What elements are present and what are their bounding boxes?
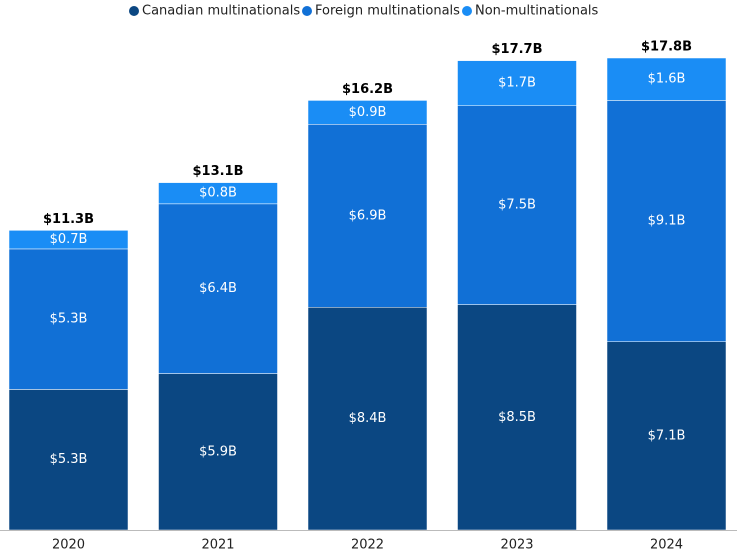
data-label: $7.5B bbox=[498, 198, 536, 213]
bar-segment bbox=[307, 307, 428, 531]
bar-segment bbox=[307, 100, 428, 125]
data-label: $0.9B bbox=[349, 105, 387, 120]
data-label: $9.1B bbox=[648, 214, 686, 229]
x-tick-label: 2021 bbox=[201, 538, 234, 553]
data-label: $0.8B bbox=[199, 186, 237, 201]
total-label: $11.3B bbox=[43, 212, 94, 227]
total-label: $13.1B bbox=[192, 164, 243, 179]
data-label: $6.4B bbox=[199, 281, 237, 296]
bar-segment bbox=[158, 182, 278, 205]
data-label: $5.3B bbox=[50, 452, 88, 467]
total-label: $17.8B bbox=[641, 40, 692, 55]
data-label: $8.5B bbox=[498, 410, 536, 425]
x-tick-label: 2023 bbox=[500, 538, 533, 553]
bar-segment bbox=[606, 100, 727, 342]
total-label: $17.7B bbox=[491, 42, 542, 57]
bar-segment bbox=[457, 60, 577, 106]
bar-segment bbox=[8, 389, 129, 531]
data-label: $1.6B bbox=[648, 72, 686, 87]
total-label: $16.2B bbox=[342, 82, 393, 97]
x-tick-label: 2020 bbox=[52, 538, 85, 553]
x-tick-label: 2024 bbox=[650, 538, 683, 553]
x-tick-label: 2022 bbox=[351, 538, 384, 553]
legend-label: Non-multinationals bbox=[475, 4, 599, 19]
data-label: $8.4B bbox=[349, 411, 387, 426]
legend-marker bbox=[462, 6, 472, 16]
legend-label: Canadian multinationals bbox=[142, 4, 300, 19]
data-label: $6.9B bbox=[349, 208, 387, 223]
bar-segment bbox=[158, 203, 278, 374]
data-label: $0.7B bbox=[50, 232, 88, 247]
legend-label: Foreign multinationals bbox=[315, 4, 460, 19]
bar-segment bbox=[457, 105, 577, 305]
bar-segment bbox=[307, 124, 428, 308]
bar-segment bbox=[158, 373, 278, 531]
bar-segment bbox=[606, 341, 727, 531]
legend-marker bbox=[129, 6, 139, 16]
data-label: $5.3B bbox=[50, 312, 88, 327]
data-label: $5.9B bbox=[199, 444, 237, 459]
data-label: $7.1B bbox=[648, 428, 686, 443]
bar-segment bbox=[8, 248, 129, 390]
data-label: $1.7B bbox=[498, 76, 536, 91]
bar-segment bbox=[8, 230, 129, 250]
legend-marker bbox=[302, 6, 312, 16]
bar-segment bbox=[606, 57, 727, 101]
